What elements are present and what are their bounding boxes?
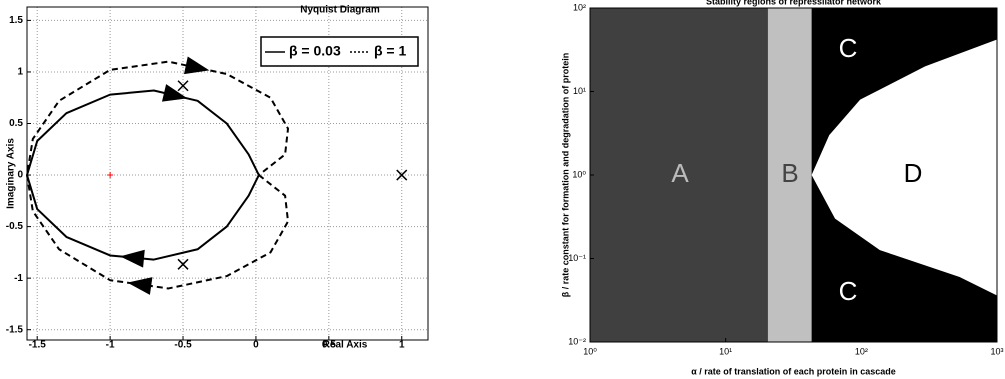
plot-border [26, 6, 429, 341]
pole-marker [177, 258, 189, 270]
region-label: C [839, 33, 858, 63]
region-label: D [904, 158, 923, 188]
region [767, 8, 812, 342]
y-tick-label: -1.5 [6, 324, 24, 335]
x-tick-label: -1.5 [29, 340, 47, 351]
direction-arrow [120, 249, 145, 268]
y-tick-label: 10⁻¹ [568, 253, 586, 263]
region [590, 8, 768, 342]
x-tick-label: -0.5 [174, 340, 192, 351]
y-axis-label: Imaginary Axis [6, 138, 17, 209]
chart-title: Stability regions of repressilator netwo… [706, 0, 882, 6]
legend-label: β = 1 [374, 43, 407, 59]
y-tick-label: 1 [17, 67, 23, 78]
region-label: B [781, 158, 798, 188]
y-tick-label: 10¹ [573, 86, 586, 96]
direction-arrow [161, 84, 188, 102]
x-tick-label: 10² [855, 346, 868, 356]
x-tick-label: -1 [106, 340, 115, 351]
direction-arrow [127, 277, 153, 295]
region-label: C [839, 276, 858, 306]
x-tick-label: 1 [399, 340, 405, 351]
direction-arrow [184, 56, 210, 75]
legend-box [260, 36, 419, 67]
y-tick-label: 0 [17, 170, 23, 181]
x-axis-label: Real Axis [323, 340, 368, 351]
critical-point [107, 172, 114, 179]
y-tick-label: 10⁰ [572, 169, 586, 179]
x-tick-label: 10³ [990, 346, 1003, 356]
region-label: A [671, 158, 689, 188]
x-tick-label: 10¹ [719, 346, 732, 356]
x-tick-label: 0 [253, 340, 259, 351]
y-tick-label: -1 [14, 273, 23, 284]
x-axis-label: α / rate of translation of each protein … [691, 366, 896, 376]
chart-title: Nyquist Diagram [300, 5, 380, 16]
pole-marker [177, 80, 189, 92]
plot-border [589, 7, 998, 343]
y-tick-label: 10² [573, 2, 586, 12]
y-tick-label: 1.5 [9, 15, 23, 26]
pole-marker [396, 169, 408, 181]
x-tick-label: 10⁰ [583, 346, 597, 356]
x-tick-label: 0.5 [322, 340, 336, 351]
legend-label: β = 0.03 [289, 43, 341, 59]
y-tick-label: 0.5 [9, 118, 23, 129]
y-axis-label: β / rate constant for formation and degr… [560, 53, 570, 298]
region [811, 39, 997, 296]
y-tick-label: -0.5 [6, 221, 24, 232]
y-tick-label: 10⁻² [568, 336, 586, 346]
